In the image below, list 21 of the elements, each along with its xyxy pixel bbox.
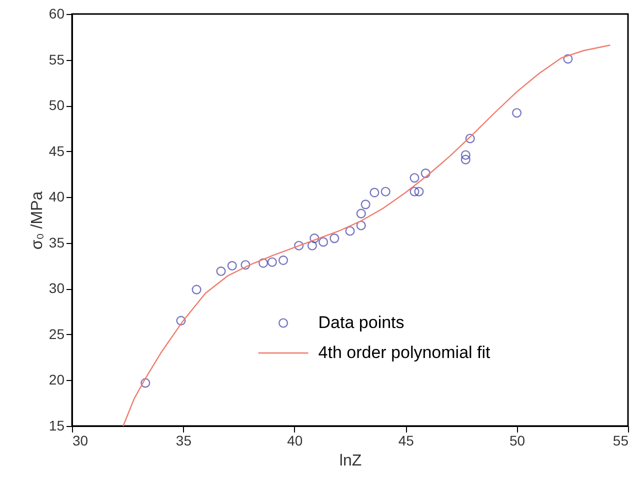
y-tick-label: 60 [48, 6, 65, 22]
x-axis-title: lnZ [339, 452, 362, 470]
y-tick-label: 25 [48, 326, 65, 342]
legend-label: Data points [318, 313, 404, 332]
y-tick-label: 50 [48, 97, 65, 114]
y-axis-title: σ₀ /MPa [28, 191, 46, 250]
x-tick-label: 45 [398, 432, 414, 448]
y-tick-label: 30 [48, 280, 65, 296]
legend-label: 4th order polynomial fit [318, 343, 491, 362]
y-tick-label: 55 [48, 51, 65, 68]
y-tick-label: 45 [48, 142, 65, 159]
x-tick-label: 55 [612, 432, 629, 448]
line-series [122, 44, 611, 427]
y-tick-label: 40 [48, 188, 65, 205]
y-tick-label: 15 [48, 418, 65, 434]
x-tick-label: 30 [72, 432, 88, 448]
x-tick-label: 35 [176, 432, 192, 448]
x-tick-label: 50 [510, 432, 526, 448]
y-tick-label: 35 [48, 234, 65, 250]
x-tick-label: 40 [287, 432, 303, 448]
y-tick-label: 20 [48, 372, 65, 388]
